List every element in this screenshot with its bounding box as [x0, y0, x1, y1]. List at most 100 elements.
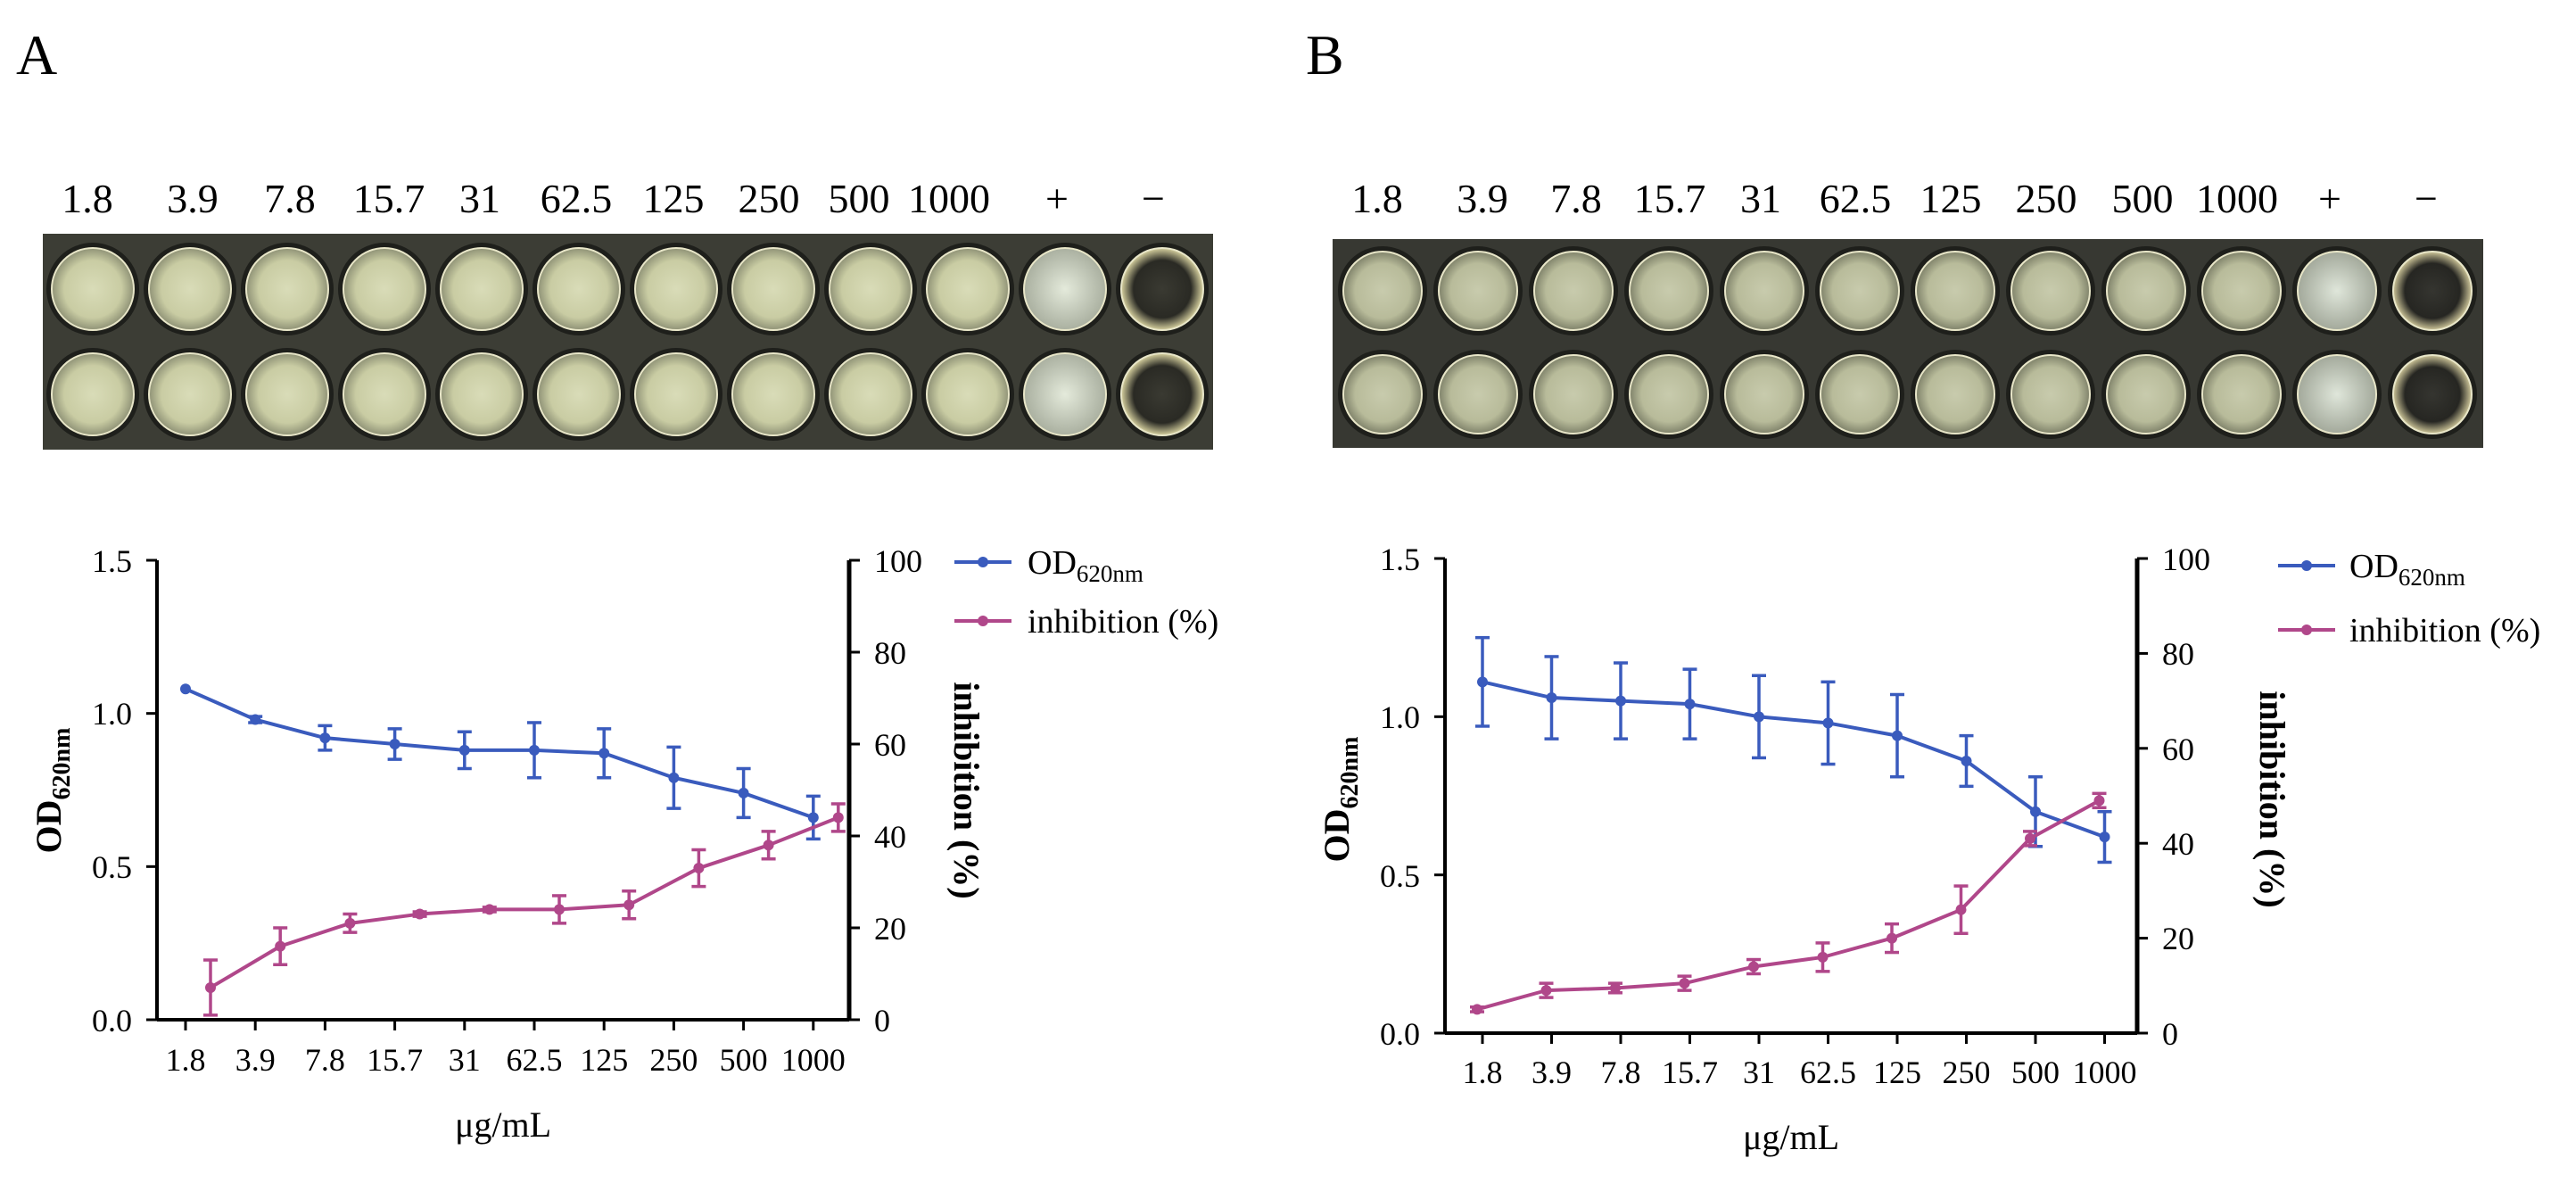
x-tick-label: 31	[449, 1042, 481, 1078]
well	[1724, 354, 1804, 434]
x-tick-label: 500	[720, 1042, 768, 1078]
y2-tick-label: 80	[874, 635, 906, 671]
legend-main: OD	[2349, 548, 2398, 585]
x-tick-label: 31	[1743, 1055, 1775, 1090]
data-point	[2030, 806, 2041, 817]
chart-b: 0.0 0.5 1.0 1.5 0 20 40 60 80 100 1.8 3.…	[1288, 500, 2576, 1160]
y2-tick-label: 60	[874, 727, 906, 763]
well	[2010, 354, 2091, 434]
well-plate-photo	[43, 234, 1213, 450]
well	[1342, 354, 1423, 434]
error-bars	[1470, 635, 2112, 1013]
x-tick-label: 62.5	[1800, 1055, 1856, 1090]
series-line	[1482, 680, 2106, 839]
well	[1915, 251, 1995, 331]
data-point	[250, 714, 261, 725]
well-label: +	[1045, 176, 1069, 221]
chart-svg: 0.0 0.5 1.0 1.5 0 20 40 60 80 100 1.8 3.…	[1317, 542, 2540, 1157]
well	[343, 352, 426, 436]
x-tick-label: 3.9	[1532, 1055, 1572, 1090]
data-point	[2025, 832, 2035, 844]
y-title-sub: 620nm	[48, 728, 76, 800]
well	[1820, 251, 1900, 331]
well	[1629, 251, 1709, 331]
well	[1023, 352, 1107, 436]
y2-tick-label: 100	[874, 543, 922, 579]
left-y-tick-labels: 0.0 0.5 1.0 1.5	[1380, 542, 1420, 1052]
well	[2201, 354, 2282, 434]
well-label: 500	[2111, 176, 2174, 221]
well-plate-photo	[1333, 239, 2483, 448]
data-point	[344, 917, 356, 929]
well	[148, 247, 232, 331]
data-point	[180, 683, 191, 695]
data-point	[1610, 982, 1621, 994]
data-point	[1477, 676, 1488, 688]
x-tick-label: 125	[1873, 1055, 1921, 1090]
data-point	[668, 772, 680, 783]
legend-main: OD	[1028, 544, 1077, 582]
data-point	[1615, 695, 1626, 707]
data-point	[1961, 755, 1972, 766]
well-label: 125	[1920, 176, 1982, 221]
y-tick-label: 1.0	[92, 696, 132, 732]
well	[440, 352, 524, 436]
well	[1120, 352, 1204, 436]
x-tick-label: 1.8	[1463, 1055, 1503, 1090]
legend-label-od: OD620nm	[2349, 548, 2465, 591]
y-tick-label: 0.5	[92, 849, 132, 885]
panel-letter: B	[1306, 23, 1344, 87]
y-tick-label: 1.0	[1380, 699, 1420, 735]
y2-tick-label: 100	[2162, 542, 2210, 577]
y2-tick-label: 20	[2162, 921, 2194, 956]
well-label: 1000	[908, 176, 990, 221]
well	[731, 352, 815, 436]
well	[51, 247, 135, 331]
well	[926, 352, 1010, 436]
legend: OD620nm inhibition (%)	[2278, 548, 2540, 649]
x-axis-title: μg/mL	[1743, 1117, 1839, 1157]
x-tick-label: 3.9	[235, 1042, 276, 1078]
plate-wells	[1338, 246, 2477, 439]
data-point	[832, 812, 844, 823]
well	[2297, 354, 2377, 434]
y2-tick-label: 0	[2162, 1016, 2178, 1052]
well-label: −	[1142, 176, 1165, 221]
x-tick-label: 1000	[781, 1042, 846, 1078]
well	[1533, 354, 1614, 434]
error-bars	[203, 715, 846, 1017]
well	[51, 352, 135, 436]
well	[1915, 354, 1995, 434]
y-title-main: OD	[29, 799, 69, 853]
data-point	[483, 904, 495, 915]
well-label: 15.7	[1633, 176, 1706, 221]
data-point	[763, 840, 774, 851]
legend-marker-inhibition	[978, 616, 988, 626]
data-point	[554, 904, 565, 915]
legend-label-inhibition: inhibition (%)	[2349, 612, 2540, 649]
data-points	[1472, 676, 2110, 1015]
data-point	[1684, 699, 1696, 710]
tick-marks	[146, 558, 860, 1030]
well-label: 1.8	[62, 176, 113, 221]
series-lines	[1476, 680, 2106, 1012]
well	[2106, 251, 2186, 331]
well	[2297, 251, 2377, 331]
data-point	[458, 744, 470, 756]
panel-b: B 1.8 3.9 7.8 15.7 31 62.5 125 250 500 1…	[1288, 0, 2576, 1183]
x-tick-label: 250	[1943, 1055, 1991, 1090]
well	[537, 247, 621, 331]
legend-label-inhibition: inhibition (%)	[1028, 603, 1218, 641]
well	[343, 247, 426, 331]
data-point	[1679, 978, 1690, 989]
well	[148, 352, 232, 436]
data-point	[1892, 730, 1903, 741]
x-tick-label: 15.7	[1662, 1055, 1718, 1090]
data-point	[2093, 795, 2105, 807]
legend: OD620nm inhibition (%)	[954, 544, 1218, 641]
y-title-main: OD	[1317, 808, 1357, 862]
data-point	[529, 744, 540, 756]
tick-marks	[1434, 557, 2148, 1044]
chart-a: 0.0 0.5 1.0 1.5 0 20 40 60 80 100 1.8 3.…	[0, 500, 1288, 1160]
well	[2201, 251, 2282, 331]
